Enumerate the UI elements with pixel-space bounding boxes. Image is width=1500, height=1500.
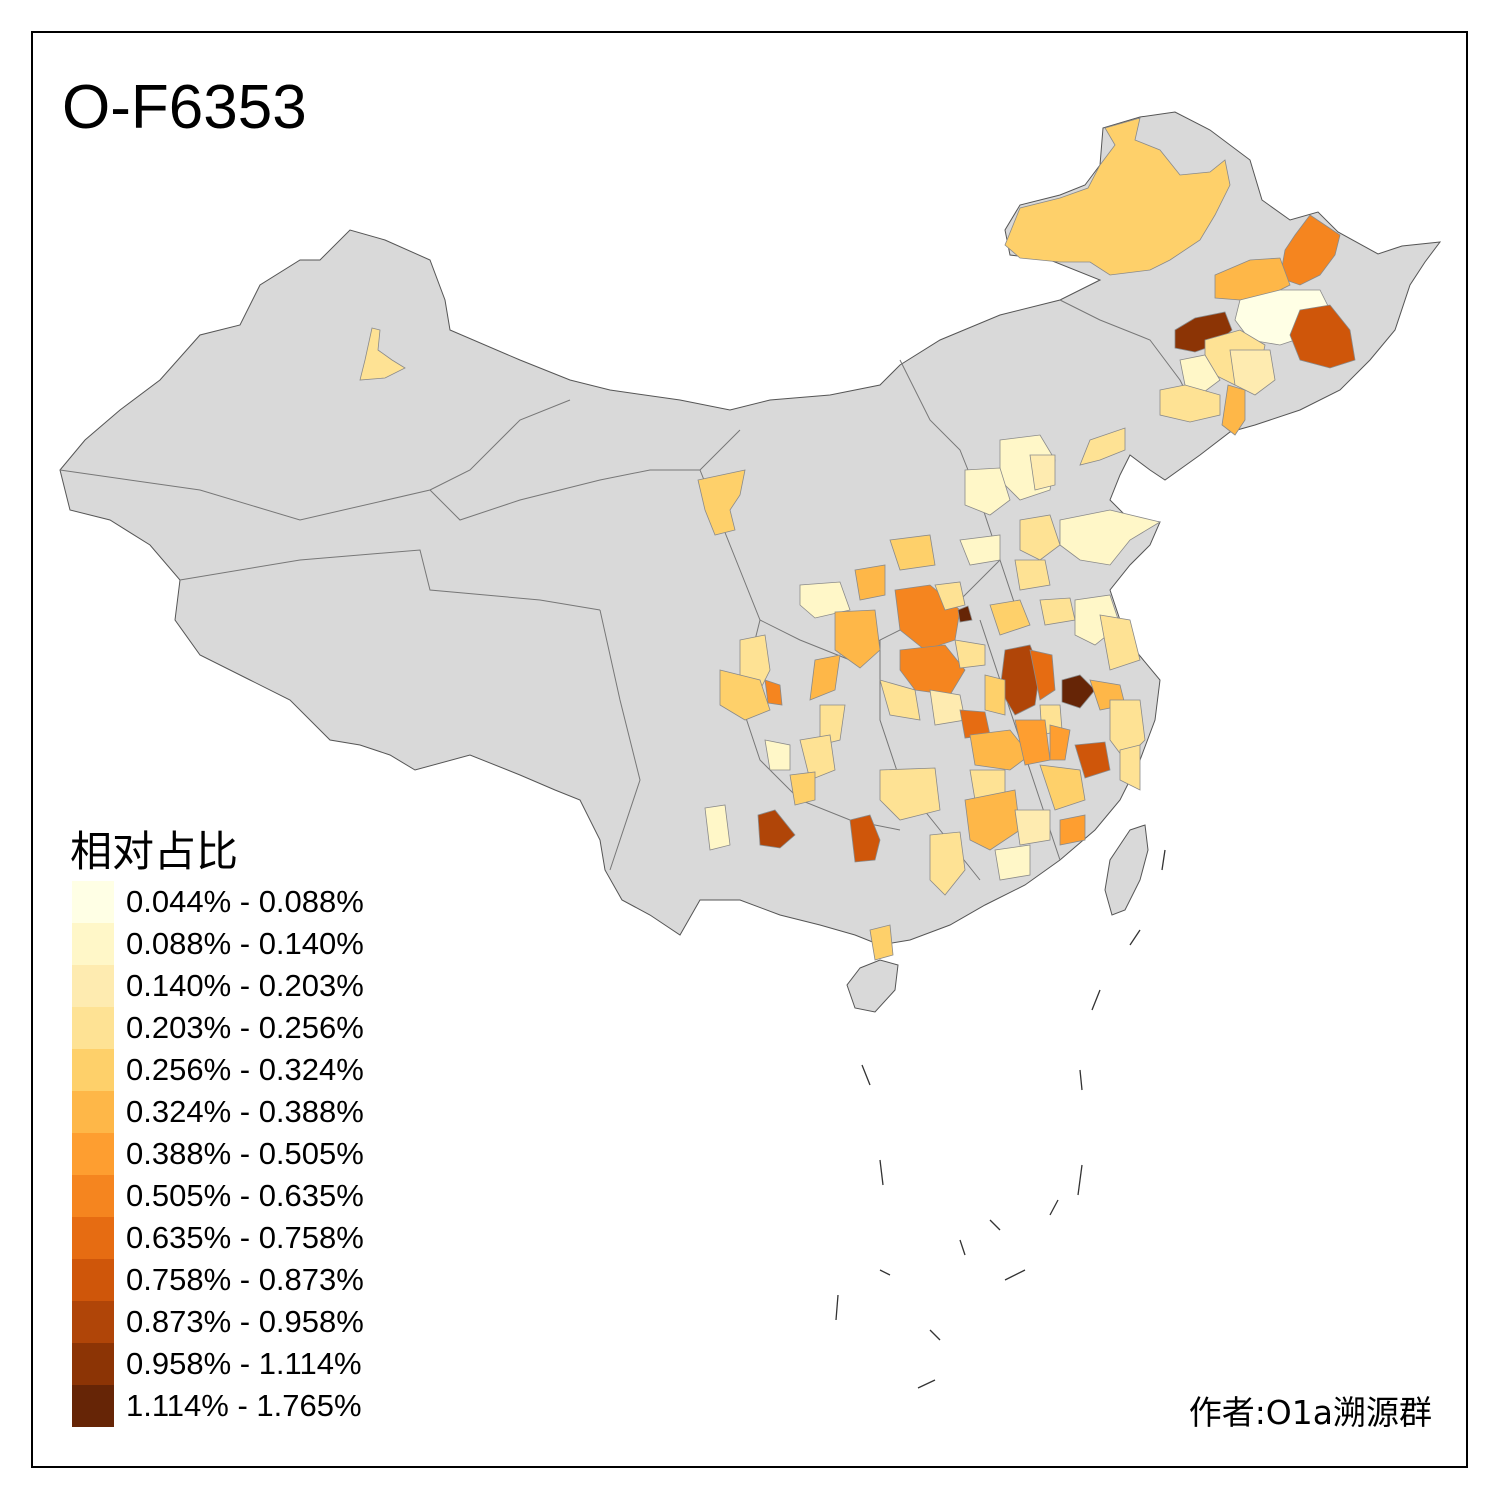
legend-swatch xyxy=(72,1301,114,1343)
legend-swatch xyxy=(72,1133,114,1175)
legend-label: 0.388% - 0.505% xyxy=(126,1136,364,1171)
legend-label: 0.635% - 0.758% xyxy=(126,1220,364,1255)
legend-swatch xyxy=(72,1217,114,1259)
legend-label: 0.256% - 0.324% xyxy=(126,1052,364,1087)
legend-title: 相对占比 xyxy=(70,827,239,876)
legend-swatch xyxy=(72,923,114,965)
legend-label: 0.758% - 0.873% xyxy=(126,1262,364,1297)
legend-item: 0.388% - 0.505% xyxy=(72,1133,364,1175)
legend-label: 0.203% - 0.256% xyxy=(126,1010,364,1045)
legend-swatch xyxy=(72,881,114,923)
legend-swatch xyxy=(72,1385,114,1427)
legend-item: 0.635% - 0.758% xyxy=(72,1217,364,1259)
legend-swatch xyxy=(72,1343,114,1385)
legend-label: 0.044% - 0.088% xyxy=(126,884,364,919)
legend-swatch xyxy=(72,1091,114,1133)
taiwan xyxy=(1104,824,1149,916)
legend-item: 0.758% - 0.873% xyxy=(72,1259,364,1301)
legend-item: 1.114% - 1.765% xyxy=(72,1385,364,1427)
page-title: O-F6353 xyxy=(62,73,307,142)
legend-swatch xyxy=(72,1007,114,1049)
legend-item: 0.088% - 0.140% xyxy=(72,923,364,965)
legend-item: 0.203% - 0.256% xyxy=(72,1007,364,1049)
hainan xyxy=(846,959,899,1013)
legend-label: 0.088% - 0.140% xyxy=(126,926,364,961)
legend-label: 0.505% - 0.635% xyxy=(126,1178,364,1213)
legend-item: 0.044% - 0.088% xyxy=(72,881,364,923)
colored-regions xyxy=(359,117,1356,961)
author-credit: 作者:O1a溯源群 xyxy=(1188,1393,1432,1432)
map-frame xyxy=(31,31,1468,1468)
legend-label: 1.114% - 1.765% xyxy=(126,1388,362,1423)
legend-item: 0.140% - 0.203% xyxy=(72,965,364,1007)
mainland-china xyxy=(59,111,1442,946)
legend-item: 0.958% - 1.114% xyxy=(72,1343,364,1385)
legend-label: 0.958% - 1.114% xyxy=(126,1346,362,1381)
legend-item: 0.873% - 0.958% xyxy=(72,1301,364,1343)
legend-swatch xyxy=(72,965,114,1007)
legend-swatch xyxy=(72,1049,114,1091)
legend: 0.044% - 0.088% 0.088% - 0.140% 0.140% - 0… xyxy=(72,881,364,1427)
legend-label: 0.140% - 0.203% xyxy=(126,968,364,1003)
legend-item: 0.324% - 0.388% xyxy=(72,1091,364,1133)
legend-item: 0.505% - 0.635% xyxy=(72,1175,364,1217)
legend-label: 0.873% - 0.958% xyxy=(126,1304,364,1339)
legend-label: 0.324% - 0.388% xyxy=(126,1094,364,1129)
legend-item: 0.256% - 0.324% xyxy=(72,1049,364,1091)
sea-islands xyxy=(835,849,1166,1389)
legend-swatch xyxy=(72,1259,114,1301)
legend-swatch xyxy=(72,1175,114,1217)
